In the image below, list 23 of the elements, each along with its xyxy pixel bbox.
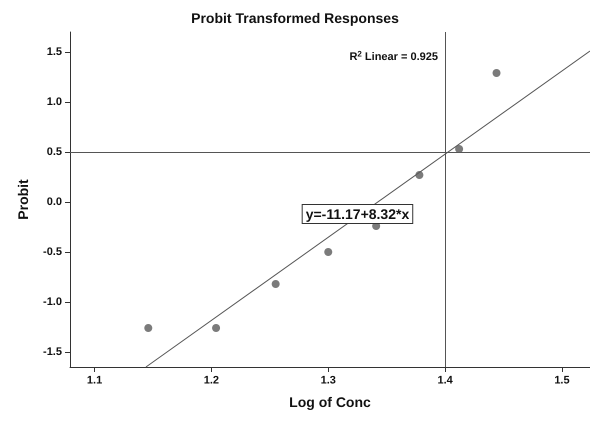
chart-title: Probit Transformed Responses <box>191 10 400 26</box>
y-tick-label: 1.0 <box>46 96 62 108</box>
point <box>212 324 220 332</box>
x-tick-label: 1.3 <box>320 374 336 386</box>
x-axis-title: Log of Conc <box>289 394 372 410</box>
y-tick-label: 0.5 <box>46 146 62 158</box>
point <box>144 324 152 332</box>
point <box>492 69 501 77</box>
y-tick-label: -1.0 <box>43 296 62 308</box>
point <box>415 171 424 179</box>
x-tick-label: 1.5 <box>554 374 570 386</box>
x-tick-label: 1.4 <box>437 374 454 386</box>
annotation: y=-11.17+8.32*x <box>306 206 410 222</box>
x-tick-label: 1.1 <box>86 374 102 386</box>
point <box>455 145 464 153</box>
point <box>324 248 332 256</box>
y-tick-label: -0.5 <box>43 246 62 258</box>
y-axis-title: Probit <box>15 178 31 220</box>
point <box>272 280 280 288</box>
y-tick-label: 1.5 <box>46 46 62 58</box>
y-tick-label: -1.5 <box>43 346 62 358</box>
y-tick-label: 0.0 <box>46 196 62 208</box>
x-tick-label: 1.2 <box>204 374 220 386</box>
